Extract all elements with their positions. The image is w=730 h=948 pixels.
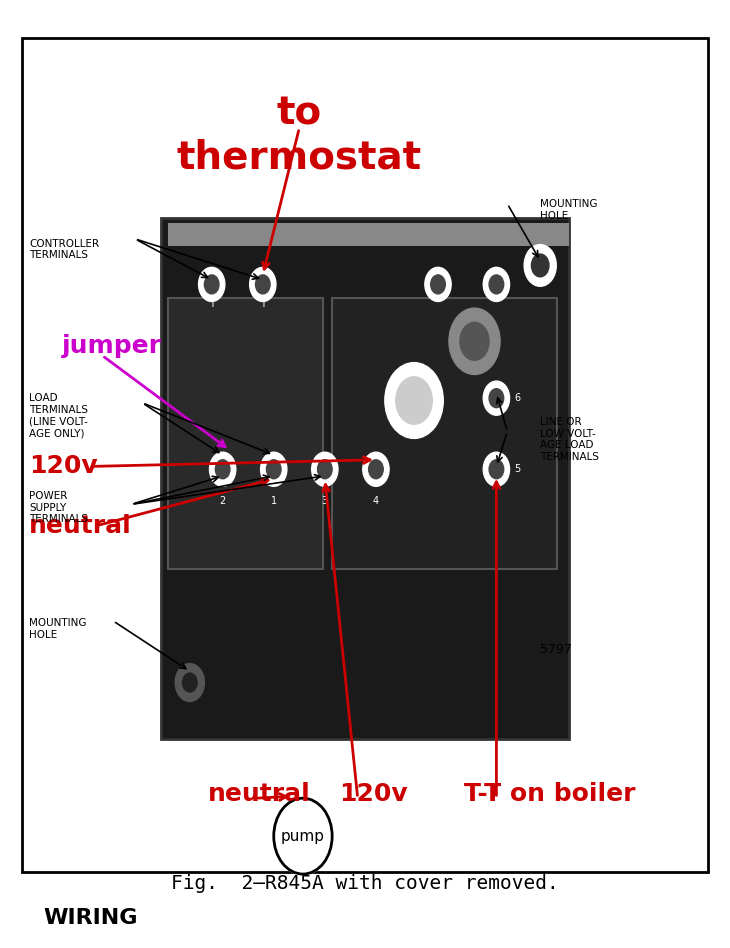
Circle shape: [489, 389, 504, 408]
Circle shape: [524, 245, 556, 286]
Text: 2: 2: [220, 496, 226, 506]
Text: 6: 6: [515, 393, 520, 403]
Text: MOUNTING
HOLE: MOUNTING HOLE: [29, 618, 87, 640]
Circle shape: [312, 452, 338, 486]
Text: CONTROLLER
TERMINALS: CONTROLLER TERMINALS: [29, 239, 99, 261]
Text: T: T: [209, 299, 215, 309]
Circle shape: [182, 673, 197, 692]
Circle shape: [531, 254, 549, 277]
Circle shape: [210, 452, 236, 486]
Circle shape: [175, 664, 204, 702]
Bar: [168, 298, 323, 569]
Circle shape: [483, 267, 510, 301]
Text: MOUNTING
HOLE: MOUNTING HOLE: [540, 199, 598, 221]
Bar: [22, 38, 708, 872]
Text: Fig.  2—R845A with cover removed.: Fig. 2—R845A with cover removed.: [171, 874, 559, 893]
Text: POWER
SUPPLY
TERMINALS: POWER SUPPLY TERMINALS: [29, 491, 88, 524]
Text: T: T: [260, 299, 266, 309]
Bar: [161, 218, 569, 739]
Text: T-T on boiler: T-T on boiler: [464, 782, 635, 807]
Bar: [332, 298, 557, 569]
Text: WIRING: WIRING: [44, 907, 138, 928]
Circle shape: [255, 275, 270, 294]
Text: 5797: 5797: [540, 643, 572, 656]
Circle shape: [215, 460, 230, 479]
Circle shape: [199, 267, 225, 301]
Text: 5: 5: [515, 465, 521, 474]
Circle shape: [489, 275, 504, 294]
Circle shape: [369, 460, 383, 479]
Text: neutral: neutral: [29, 514, 132, 538]
Text: pump: pump: [281, 829, 325, 844]
Text: 120v: 120v: [339, 782, 408, 807]
Circle shape: [483, 381, 510, 415]
Bar: [168, 223, 569, 246]
Circle shape: [363, 452, 389, 486]
Circle shape: [396, 376, 432, 425]
Circle shape: [261, 452, 287, 486]
Circle shape: [483, 452, 510, 486]
Circle shape: [449, 308, 500, 374]
Circle shape: [266, 460, 281, 479]
Circle shape: [460, 322, 489, 360]
Text: 4: 4: [373, 496, 379, 506]
Circle shape: [489, 460, 504, 479]
Text: jumper: jumper: [62, 334, 162, 358]
Text: 3: 3: [322, 496, 328, 506]
Circle shape: [385, 363, 443, 438]
Circle shape: [250, 267, 276, 301]
Circle shape: [425, 267, 451, 301]
Text: neutral: neutral: [208, 782, 311, 807]
Circle shape: [431, 275, 445, 294]
Text: to
thermostat: to thermostat: [177, 95, 422, 176]
Circle shape: [318, 460, 332, 479]
Text: LOAD
TERMINALS
(LINE VOLT-
AGE ONLY): LOAD TERMINALS (LINE VOLT- AGE ONLY): [29, 393, 88, 438]
Text: LINE OR
LOW VOLT-
AGE LOAD
TERMINALS: LINE OR LOW VOLT- AGE LOAD TERMINALS: [540, 417, 599, 462]
Text: 120v: 120v: [29, 454, 98, 479]
Circle shape: [204, 275, 219, 294]
Circle shape: [274, 798, 332, 874]
Text: 1: 1: [271, 496, 277, 506]
